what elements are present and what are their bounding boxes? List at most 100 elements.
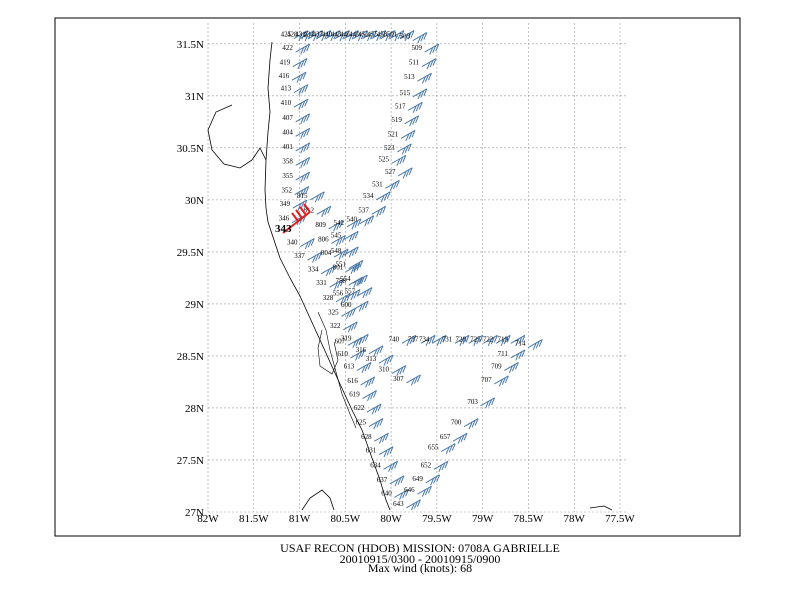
time-label: 646: [404, 486, 415, 494]
caption-title: USAF RECON (HDOB) MISSION: 0708A GABRIEL…: [280, 541, 560, 555]
flight-track-barbs: [291, 30, 543, 511]
time-label: 337: [294, 252, 305, 260]
wind-barb: [380, 30, 396, 42]
wind-barb: [316, 205, 332, 217]
time-label: 517: [395, 102, 406, 110]
lon-tick-label: 80W: [380, 513, 402, 525]
wind-barb: [362, 390, 377, 402]
time-label: 527: [385, 168, 396, 176]
wind-barb: [294, 186, 310, 198]
wind-barb: [421, 58, 437, 70]
time-label: 515: [400, 89, 411, 97]
lat-tick-label: 28.5N: [177, 351, 204, 363]
caption-time-range: 20010915/0300 - 20010915/0900: [339, 552, 501, 566]
time-label: 531: [372, 180, 383, 188]
time-label: 452: [358, 31, 369, 39]
lon-tick-label: 81.5W: [239, 513, 269, 525]
wind-barb: [431, 334, 447, 346]
wind-barb: [307, 251, 323, 263]
lat-lon-grid: [207, 23, 626, 513]
axis-labels: 31.5N 31N 30.5N 30N 29.5N 29N 28.5N 28N 27.5N 27N…: [177, 39, 636, 525]
time-label: 313: [366, 355, 377, 363]
wind-barb: [483, 334, 498, 346]
time-label: 737: [408, 335, 419, 343]
wind-barb: [335, 293, 351, 305]
wind-barb: [356, 361, 372, 374]
time-label: 709: [491, 362, 502, 370]
lon-tick-label: 79.5W: [422, 513, 452, 525]
time-label: 434: [303, 31, 314, 39]
wind-barb: [371, 205, 387, 217]
wind-barb: [366, 403, 382, 415]
wind-barb: [291, 71, 307, 83]
time-label: 557: [345, 288, 356, 296]
wind-barb: [463, 418, 479, 430]
time-label: 740: [389, 335, 400, 343]
time-label: 416: [279, 72, 290, 80]
lat-tick-label: 27.5N: [177, 455, 204, 467]
time-label: 511: [409, 59, 420, 67]
time-label: 440: [322, 31, 333, 39]
wind-barb: [368, 345, 384, 357]
wind-barb: [347, 337, 363, 349]
wind-barb: [495, 334, 511, 346]
lat-tick-label: 30N: [185, 195, 204, 207]
indian-river-lagoon: [317, 311, 357, 429]
wind-barb: [389, 30, 405, 42]
time-label: 340: [287, 239, 298, 247]
wind-barb: [389, 475, 405, 487]
wind-barb: [343, 30, 359, 42]
wind-barb: [397, 167, 413, 179]
time-label: 523: [384, 144, 395, 152]
wind-barb: [406, 499, 421, 511]
wind-barb: [329, 278, 344, 290]
wind-barb: [343, 230, 359, 242]
time-label: 413: [281, 85, 292, 93]
wind-barb: [510, 334, 526, 346]
time-label: 509: [411, 44, 422, 52]
wind-barb: [359, 215, 375, 227]
wind-barb: [295, 157, 311, 169]
wind-barb: [404, 115, 420, 127]
time-label: 634: [370, 461, 381, 469]
lon-tick-label: 81W: [289, 513, 311, 525]
wind-barb: [362, 30, 377, 42]
lon-tick-label: 79W: [472, 513, 494, 525]
time-label: 703: [467, 398, 478, 406]
wind-barb: [394, 488, 409, 500]
time-label: 625: [356, 419, 367, 427]
florida-coastline: [264, 41, 391, 511]
time-label: 322: [330, 322, 341, 330]
wind-barb: [346, 218, 362, 230]
time-label: 616: [347, 377, 358, 385]
wind-barb: [391, 365, 407, 377]
wind-barb: [480, 397, 496, 409]
wind-barb: [408, 101, 423, 113]
wind-barb: [368, 418, 384, 430]
time-label: 711: [498, 350, 509, 358]
wind-barb: [345, 289, 361, 301]
time-label: 404: [282, 128, 293, 136]
south-florida-coast: [301, 489, 335, 511]
time-label: 458: [377, 31, 388, 39]
wind-barb: [433, 460, 449, 472]
wind-barb: [295, 142, 311, 154]
wind-barb: [334, 30, 350, 42]
wind-barb: [412, 88, 428, 100]
wind-barb: [345, 263, 361, 275]
time-label: 319: [341, 334, 352, 342]
time-label: 410: [281, 99, 292, 107]
time-label: 637: [377, 476, 388, 484]
time-label: 513: [404, 73, 415, 81]
wind-barb: [350, 349, 366, 361]
time-label: 501: [387, 31, 398, 39]
time-label: 622: [354, 404, 365, 412]
bahamas-edge: [589, 505, 613, 511]
lat-tick-label: 31N: [185, 91, 204, 103]
wind-barb: [316, 30, 332, 42]
lat-tick-label: 29.5N: [177, 247, 204, 259]
time-label: 607: [335, 337, 346, 345]
time-label: 355: [282, 172, 293, 180]
lon-tick-label: 77.5W: [605, 513, 635, 525]
